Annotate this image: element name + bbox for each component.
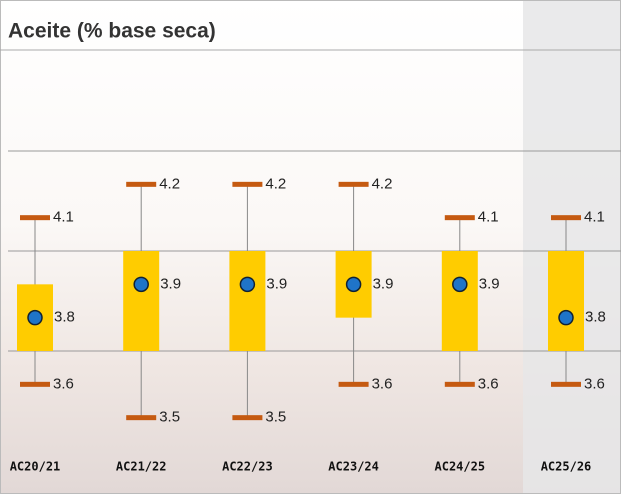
highlight-column <box>523 0 621 494</box>
box <box>441 251 478 351</box>
x-tick-label: AC22/23 <box>222 460 273 474</box>
whisker-cap <box>444 215 475 221</box>
whisker-cap <box>444 381 475 387</box>
value-label: 3.5 <box>159 409 180 426</box>
whisker-cap <box>20 381 50 387</box>
x-tick-label: AC21/22 <box>116 460 167 474</box>
x-tick-label: AC20/21 <box>10 460 61 474</box>
whisker-cap <box>551 215 581 221</box>
value-label: 3.9 <box>266 275 287 292</box>
whisker-cap <box>126 415 157 421</box>
mean-dot <box>558 309 574 326</box>
box <box>548 251 584 351</box>
value-label: 4.2 <box>372 175 393 192</box>
whisker-cap <box>551 381 581 387</box>
value-label: 3.6 <box>53 375 74 392</box>
x-tick-label: AC24/25 <box>435 460 486 474</box>
value-label: 3.6 <box>372 375 393 392</box>
value-label: 3.6 <box>478 375 499 392</box>
value-label: 4.1 <box>478 209 499 226</box>
x-tick-label: AC23/24 <box>328 460 379 474</box>
value-label: 4.1 <box>584 209 605 226</box>
value-label: 3.9 <box>160 275 181 292</box>
value-label: 4.1 <box>53 209 74 226</box>
mean-dot <box>133 276 149 293</box>
mean-dot <box>452 276 468 293</box>
whisker-cap <box>338 381 369 387</box>
whisker-cap <box>338 181 369 187</box>
whisker-cap <box>232 181 263 187</box>
mean-dot <box>27 309 43 326</box>
x-tick-label: AC25/26 <box>541 460 592 474</box>
mean-dot <box>239 276 256 293</box>
value-label: 3.9 <box>373 275 394 292</box>
box <box>123 251 160 351</box>
value-label: 3.9 <box>479 275 500 292</box>
value-label: 3.5 <box>265 409 286 426</box>
chart-title: Aceite (% base seca) <box>8 20 216 43</box>
whisker-cap <box>20 215 50 221</box>
value-label: 4.2 <box>159 175 180 192</box>
value-label: 3.6 <box>584 375 605 392</box>
mean-dot <box>345 276 362 293</box>
box <box>229 251 266 351</box>
value-label: 4.2 <box>265 175 286 192</box>
value-label: 3.8 <box>585 309 606 326</box>
whisker-cap <box>126 181 157 187</box>
whisker-cap <box>232 415 263 421</box>
value-label: 3.8 <box>54 309 75 326</box>
